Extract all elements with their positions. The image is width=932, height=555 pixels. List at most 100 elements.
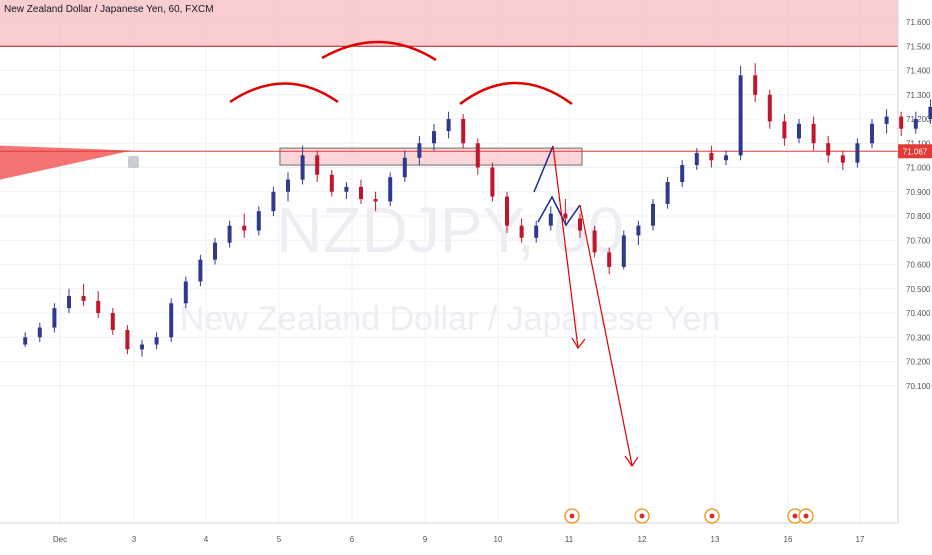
x-tick-label: 10 xyxy=(494,535,503,544)
candle-body xyxy=(23,337,28,345)
x-tick-label: 3 xyxy=(132,535,137,544)
resistance-zone xyxy=(0,0,898,47)
zones xyxy=(0,0,898,180)
last-price-tag xyxy=(898,144,932,159)
candle-body xyxy=(928,106,932,119)
candle-body xyxy=(315,155,320,175)
candle-body xyxy=(797,123,801,139)
candle-body xyxy=(592,230,597,253)
candle-body xyxy=(242,225,247,231)
x-tick-label: 4 xyxy=(204,535,209,544)
candle-body xyxy=(329,174,334,192)
candle-body xyxy=(855,143,860,163)
candle-body xyxy=(694,152,699,166)
candle-body xyxy=(840,155,845,163)
annotations xyxy=(229,40,639,468)
candle-body xyxy=(753,75,758,95)
candle-body xyxy=(198,259,203,282)
candle-body xyxy=(621,235,626,267)
neckline-zone xyxy=(279,147,583,166)
candle-body xyxy=(724,155,728,161)
y-tick-label: 71.400 xyxy=(906,67,931,76)
x-tick-label: Dec xyxy=(53,535,67,544)
candle-body xyxy=(169,303,174,338)
candle-body xyxy=(767,94,772,122)
candle-body xyxy=(913,119,918,129)
event-dot xyxy=(639,513,645,519)
x-tick-label: 5 xyxy=(277,535,282,544)
economic-events[interactable] xyxy=(564,508,814,524)
candle-body xyxy=(183,281,188,304)
candle-body xyxy=(227,225,232,243)
y-tick-label: 70.400 xyxy=(906,309,931,318)
y-tick-label: 71.100 xyxy=(906,139,931,148)
candle-body xyxy=(373,199,378,202)
drawing-marker xyxy=(128,156,139,168)
y-tick-label: 71.300 xyxy=(906,91,931,100)
candle-body xyxy=(402,157,407,178)
x-tick-label: 16 xyxy=(784,535,793,544)
candle-body xyxy=(811,123,816,144)
candle-body xyxy=(651,203,655,226)
y-tick-label: 70.900 xyxy=(906,188,931,197)
candle-body xyxy=(286,179,290,192)
candle-body xyxy=(826,143,831,156)
watermark-symbol: NZDJPY, 60 xyxy=(276,194,623,266)
x-tick-label: 13 xyxy=(711,535,720,544)
y-tick-label: 70.100 xyxy=(906,382,931,391)
candle-body xyxy=(607,252,612,267)
y-tick-label: 71.500 xyxy=(906,42,931,51)
candle-body xyxy=(140,344,144,350)
y-tick-label: 70.800 xyxy=(906,212,931,221)
x-tick-label: 12 xyxy=(638,535,647,544)
candle-body xyxy=(67,296,71,309)
candles xyxy=(23,63,932,357)
event-dot xyxy=(569,513,575,519)
candle-body xyxy=(52,308,57,328)
candle-body xyxy=(96,300,101,313)
last-price-value: 71.067 xyxy=(903,147,928,156)
candle-body xyxy=(782,121,787,139)
event-dot xyxy=(803,513,809,519)
projection-zigzag xyxy=(537,195,581,227)
candle-body xyxy=(388,177,393,202)
candle-body xyxy=(154,337,159,345)
candle-body xyxy=(680,165,685,183)
wedge-shape xyxy=(0,145,132,180)
y-tick-label: 70.300 xyxy=(906,333,931,342)
candle-body xyxy=(461,119,466,144)
candle-body xyxy=(505,196,509,226)
y-tick-label: 71.200 xyxy=(906,115,931,124)
y-tick-label: 70.500 xyxy=(906,285,931,294)
watermark-name: New Zealand Dollar / Japanese Yen xyxy=(180,300,721,338)
y-tick-label: 70.600 xyxy=(906,261,931,270)
y-tick-label: 70.200 xyxy=(906,358,931,367)
candle-body xyxy=(578,218,582,231)
candle-body xyxy=(256,211,261,231)
candle-body xyxy=(446,119,451,132)
candle-body xyxy=(884,116,889,124)
candle-body xyxy=(534,225,539,238)
candle-body xyxy=(870,123,874,144)
candle-body xyxy=(519,225,524,238)
candle-body xyxy=(81,296,86,301)
candle-body xyxy=(636,225,641,236)
x-tick-label: 17 xyxy=(856,535,865,544)
candle-body xyxy=(417,143,422,158)
candle-body xyxy=(475,143,480,168)
candle-body xyxy=(359,186,363,200)
candle-body xyxy=(738,75,743,156)
projection-up-line xyxy=(533,145,554,193)
candle-body xyxy=(271,191,276,212)
candle-body xyxy=(490,167,495,197)
target-arrow-2 xyxy=(579,204,633,466)
head-arc xyxy=(321,40,437,62)
candle-body xyxy=(213,242,217,260)
y-tick-label: 71.600 xyxy=(906,18,931,27)
x-tick-label: 6 xyxy=(350,535,355,544)
candle-body xyxy=(300,155,305,180)
candle-body xyxy=(665,182,670,204)
